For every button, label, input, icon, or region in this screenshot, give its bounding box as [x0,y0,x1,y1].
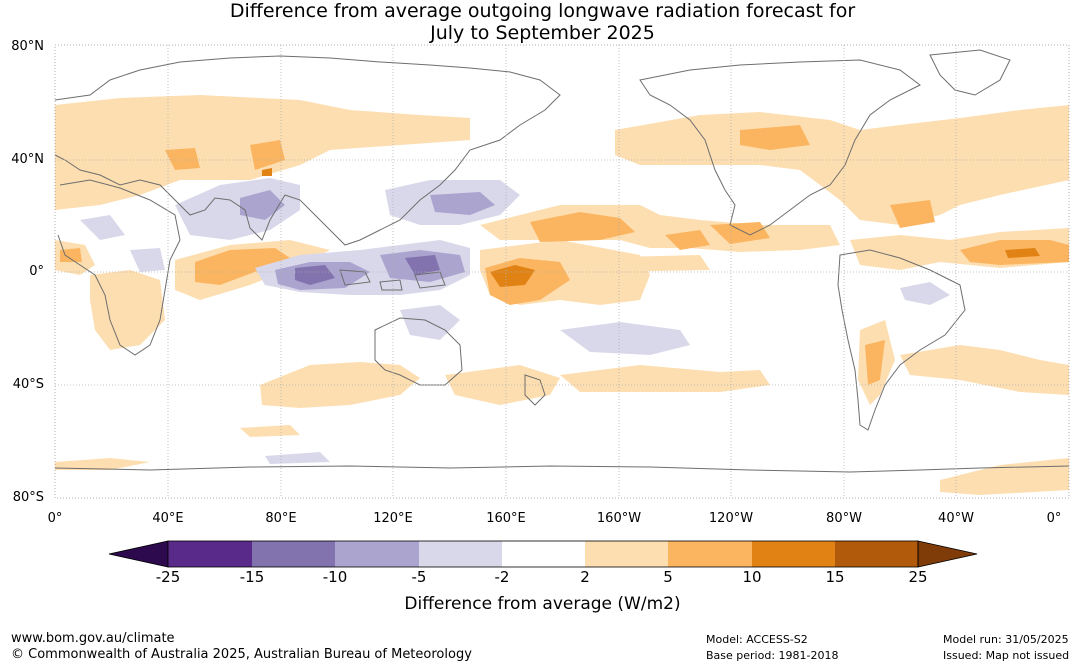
coastlines [54,49,1070,473]
lon-label: 40°W [938,511,974,526]
colorbar-tick: 2 [580,568,590,586]
issued-status: Issued: Map not issued [943,649,1070,662]
lon-label: 0° [47,511,63,526]
colorbar-tick: -5 [411,568,427,586]
colorbar-tick: -15 [239,568,265,586]
model-run-date: Model run: 31/05/2025 [943,633,1069,646]
lat-label: 40°N [11,152,44,167]
colorbar-tick: 25 [908,568,928,586]
colorbar-tick: -25 [155,568,181,586]
colorbar-tick: 10 [742,568,762,586]
website-link[interactable]: www.bom.gov.au/climate [11,631,175,646]
lon-label: 0° [1046,511,1062,526]
lon-label: 120°W [708,511,754,526]
colorbar [108,540,978,568]
colorbar-swatch [335,541,419,567]
lat-label: 80°S [12,490,44,505]
anomaly-positive-medium [60,125,1069,385]
lon-label: 160°W [596,511,642,526]
colorbar-tick: 15 [825,568,845,586]
colorbar-title: Difference from average (W/m2) [404,594,681,614]
colorbar-swatch [835,541,918,567]
base-period: Base period: 1981-2018 [706,649,839,662]
lat-label: 0° [29,264,44,279]
lon-label: 80°E [265,511,297,526]
lat-label: 40°S [12,377,44,392]
lon-label: 40°E [152,511,184,526]
colorbar-tick: -10 [322,568,348,586]
lon-label: 80°W [826,511,862,526]
colorbar-extend-high [917,540,978,568]
anomaly-positive-strong [262,168,1040,287]
colorbar-tick: -2 [494,568,510,586]
map-title-line2: July to September 2025 [430,22,655,44]
colorbar-swatch [752,541,835,567]
colorbar-tick: 5 [663,568,673,586]
map-border [54,44,1070,499]
lon-label: 120°E [373,511,413,526]
model-name: Model: ACCESS-S2 [706,633,808,646]
colorbar-swatch [668,541,752,567]
map-title-line1: Difference from average outgoing longwav… [229,0,856,22]
lon-label: 160°E [486,511,526,526]
colorbar-swatch [419,541,502,567]
colorbar-extend-low [108,540,169,568]
colorbar-swatch [252,541,335,567]
anomaly-negative-strong [295,255,440,285]
lat-label: 80°N [11,39,44,54]
colorbar-swatch [502,541,585,567]
colorbar-swatch [168,541,252,567]
copyright-text: © Commonwealth of Australia 2025, Austra… [11,647,472,662]
colorbar-swatch [585,541,668,567]
graticule [55,45,1069,498]
